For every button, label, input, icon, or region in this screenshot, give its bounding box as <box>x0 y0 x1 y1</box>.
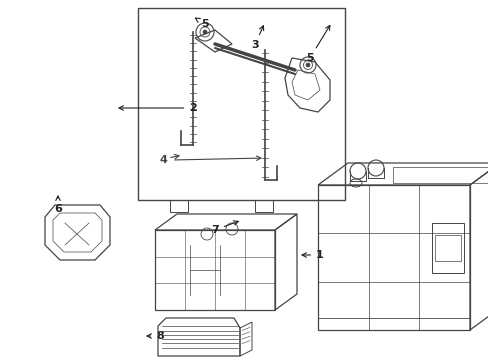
Text: 5: 5 <box>305 26 329 63</box>
Circle shape <box>305 63 309 67</box>
Text: 6: 6 <box>54 196 62 214</box>
Text: 5: 5 <box>195 18 208 29</box>
Bar <box>138 8 345 200</box>
Text: 3: 3 <box>251 26 263 50</box>
Text: 1: 1 <box>302 250 323 260</box>
Bar <box>434 235 460 261</box>
Text: 8: 8 <box>147 331 163 341</box>
Circle shape <box>203 30 206 34</box>
Text: 7: 7 <box>211 221 238 235</box>
Bar <box>431 223 463 273</box>
Text: 4: 4 <box>159 155 166 165</box>
Text: 2: 2 <box>119 103 197 113</box>
